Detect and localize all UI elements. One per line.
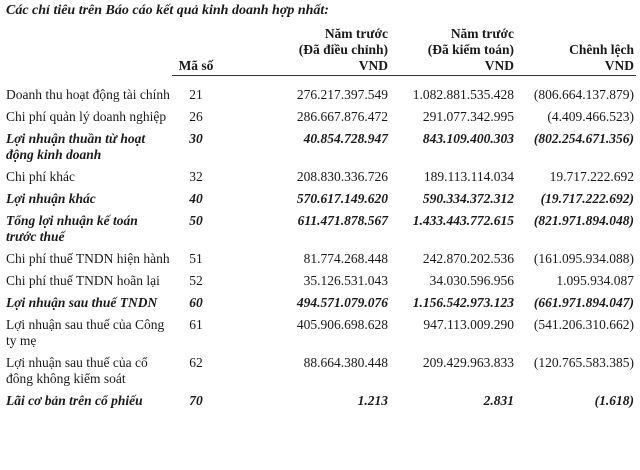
table-row: Chi phí quản lý doanh nghiệp 26 286.667.87…	[4, 106, 636, 128]
cell: 51	[189, 250, 203, 266]
table-row: Lợi nhuận thuần từ hoạt động kinh doanh 3…	[4, 128, 636, 166]
header-text: (Đã điều chỉnh)	[298, 42, 388, 57]
row-label: Doanh thu hoạt động tài chính	[6, 86, 170, 102]
cell: (806.664.137.879)	[533, 86, 634, 102]
table-row: Chi phí thuế TNDN hoãn lại 52 35.126.531.0…	[4, 270, 636, 292]
cell: 26	[189, 108, 203, 124]
header-cell: Năm trước (Đã điều chỉnh) VND	[220, 26, 390, 76]
header-row: Mã số Năm trước (Đã điều chỉnh) VND Năm trướ…	[4, 26, 636, 76]
cell: (161.095.934.088)	[533, 250, 634, 266]
cell: 843.109.400.303	[422, 130, 514, 146]
row-label: Chi phí quản lý doanh nghiệp	[6, 108, 167, 124]
cell: 70	[189, 392, 203, 408]
header-text: VND	[604, 58, 634, 73]
cell: 34.030.596.956	[429, 272, 514, 288]
table-row: Lợi nhuận sau thuế của cổ đông không kiể…	[4, 352, 636, 390]
cell: 1.082.881.535.428	[412, 86, 514, 102]
cell: 19.717.222.692	[549, 168, 634, 184]
cell: 60	[189, 294, 203, 310]
header-cell	[4, 26, 172, 76]
table-row: Lợi nhuận sau thuế của Công ty mẹ 61 405.9…	[4, 314, 636, 352]
cell: 208.830.336.726	[296, 168, 388, 184]
cell: 405.906.698.628	[296, 316, 388, 332]
table-row: Lợi nhuận sau thuế TNDN 60 494.571.079.076…	[4, 292, 636, 314]
cell: (19.717.222.692)	[540, 190, 634, 206]
cell: 50	[189, 212, 203, 228]
cell: (1.618)	[594, 392, 634, 408]
title: Các chỉ tiêu trên Báo cáo kết quả kinh d…	[6, 3, 329, 18]
header-cell: Mã số	[172, 26, 220, 76]
table-row: Lợi nhuận khác 40 570.617.149.620 590.334.3…	[4, 188, 636, 210]
cell: (4.409.466.523)	[547, 108, 634, 124]
cell: (661.971.894.047)	[533, 294, 634, 310]
cell: (802.254.671.356)	[533, 130, 634, 146]
table-row: Doanh thu hoạt động tài chính 21 276.217.3…	[4, 84, 636, 106]
row-label: Lợi nhuận sau thuế của cổ đông không kiể…	[6, 354, 148, 386]
spacer	[4, 76, 636, 84]
cell: 52	[189, 272, 203, 288]
header-text: Năm trước	[324, 26, 388, 41]
row-label: Chi phí khác	[6, 168, 75, 184]
table-row: Lãi cơ bản trên cổ phiếu 70 1.213 2.831 (1.6…	[4, 390, 636, 412]
cell: 81.774.268.448	[303, 250, 388, 266]
cell: 62	[189, 354, 203, 370]
cell: 1.213	[357, 392, 388, 408]
cell: 1.095.934.087	[556, 272, 634, 288]
cell: 21	[189, 86, 203, 102]
header-cell: Chênh lệch VND	[516, 26, 636, 76]
table-row: Chi phí khác 32 208.830.336.726 189.113.114…	[4, 166, 636, 188]
row-label: Lãi cơ bản trên cổ phiếu	[6, 392, 143, 408]
header-text: Năm trước	[450, 26, 514, 41]
results-table: Mã số Năm trước (Đã điều chỉnh) VND Năm trướ…	[4, 26, 636, 412]
cell: 32	[189, 168, 203, 184]
cell: 88.664.380.448	[303, 354, 388, 370]
row-label: Tổng lợi nhuận kế toán trước thuế	[6, 212, 138, 244]
cell: 494.571.079.076	[296, 294, 388, 310]
cell: 590.334.372.312	[422, 190, 514, 206]
cell: 30	[189, 130, 203, 146]
cell: 189.113.114.034	[423, 168, 514, 184]
header-text: Mã số	[178, 58, 214, 73]
cell: 242.870.202.536	[422, 250, 514, 266]
cell: 611.471.878.567	[297, 212, 388, 228]
cell: 1.156.542.973.123	[412, 294, 514, 310]
cell: 40.854.728.947	[303, 130, 388, 146]
header-text: Chênh lệch	[569, 42, 634, 57]
header-text: VND	[358, 58, 388, 73]
table-header: Mã số Năm trước (Đã điều chỉnh) VND Năm trướ…	[4, 26, 636, 76]
cell: 286.667.876.472	[296, 108, 388, 124]
header-text: (Đã kiểm toán)	[427, 42, 514, 57]
cell: 570.617.149.620	[296, 190, 388, 206]
cell: 2.831	[483, 392, 514, 408]
cell: 209.429.963.833	[422, 354, 514, 370]
row-label: Chi phí thuế TNDN hiện hành	[6, 250, 170, 266]
row-label: Lợi nhuận sau thuế TNDN	[6, 294, 158, 310]
cell: 947.113.009.290	[423, 316, 514, 332]
cell: 61	[189, 316, 203, 332]
header-text: VND	[484, 58, 514, 73]
row-label: Lợi nhuận thuần từ hoạt động kinh doanh	[6, 130, 146, 162]
table-row: Tổng lợi nhuận kế toán trước thuế 50 611.4…	[4, 210, 636, 248]
cell: (821.971.894.048)	[533, 212, 634, 228]
row-label: Lợi nhuận khác	[6, 190, 96, 206]
cell: 291.077.342.995	[422, 108, 514, 124]
cell: (541.206.310.662)	[533, 316, 634, 332]
cell: (120.765.583.385)	[533, 354, 634, 370]
cell: 276.217.397.549	[296, 86, 388, 102]
table-body: Doanh thu hoạt động tài chính 21 276.217.3…	[4, 76, 636, 412]
header-cell: Năm trước (Đã kiểm toán) VND	[390, 26, 516, 76]
cell: 35.126.531.043	[303, 272, 388, 288]
row-label: Lợi nhuận sau thuế của Công ty mẹ	[6, 316, 165, 348]
cell: 1.433.443.772.615	[412, 212, 514, 228]
row-label: Chi phí thuế TNDN hoãn lại	[6, 272, 160, 288]
cell: 40	[189, 190, 203, 206]
table-row: Chi phí thuế TNDN hiện hành 51 81.774.268.…	[4, 248, 636, 270]
